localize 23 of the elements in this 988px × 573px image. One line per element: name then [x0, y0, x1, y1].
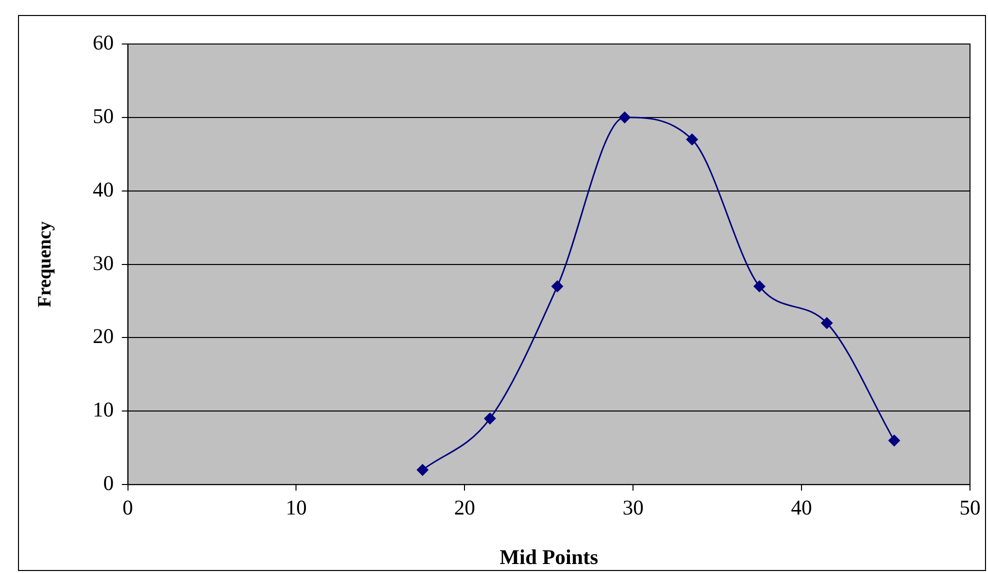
- point: [686, 134, 698, 146]
- x-tick-label: 0: [122, 496, 134, 520]
- y-axis-title: Frequency: [34, 220, 56, 308]
- x-tick-label: 20: [454, 496, 476, 520]
- point: [888, 434, 900, 446]
- x-tick-label: 50: [960, 496, 980, 520]
- y-tick-label: 30: [92, 250, 114, 275]
- y-tick-label: 50: [92, 104, 114, 128]
- y-tick-label: 60: [92, 30, 114, 55]
- x-tick-label: 30: [622, 496, 644, 520]
- y-tick-label: 20: [92, 324, 114, 348]
- point: [618, 112, 630, 124]
- x-axis-title: Mid Points: [500, 544, 598, 569]
- x-tick-label: 40: [791, 496, 812, 520]
- point: [552, 280, 564, 292]
- point: [754, 280, 766, 292]
- point: [821, 317, 833, 329]
- y-tick-label: 10: [92, 398, 114, 422]
- y-tick-label: 40: [92, 177, 114, 202]
- point: [416, 464, 428, 476]
- x-tick-label: 10: [286, 496, 307, 520]
- y-tick-label: 0: [103, 471, 114, 496]
- point: [484, 412, 496, 424]
